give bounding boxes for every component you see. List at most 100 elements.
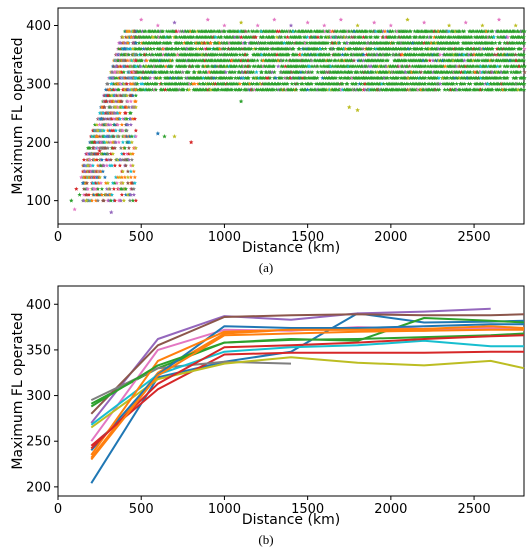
scatter-point (480, 87, 485, 92)
scatter-point (81, 157, 87, 162)
panel-b-x-label: Distance (km) (242, 512, 340, 528)
scatter-point (345, 52, 350, 57)
scatter-point (109, 163, 114, 168)
scatter-point (131, 192, 136, 197)
scatter-point (112, 198, 117, 203)
scatter-point (188, 139, 194, 145)
scatter-point (309, 81, 314, 86)
scatter-point (313, 58, 318, 63)
scatter-point (522, 81, 527, 86)
scatter-point (445, 75, 450, 80)
scatter-point (324, 75, 329, 80)
scatter-point (457, 29, 462, 34)
scatter-point (100, 169, 105, 174)
scatter-point (512, 29, 517, 34)
scatter-point (174, 64, 179, 69)
scatter-point (415, 75, 420, 80)
scatter-point (123, 163, 128, 168)
scatter-point (479, 29, 485, 34)
scatter-point (122, 40, 127, 45)
scatter-point (168, 34, 173, 39)
panel-a-y-ticks: 100 200 300 400 (26, 19, 58, 209)
scatter-point (162, 34, 167, 39)
scatter-point (121, 198, 126, 203)
panel-a-x-tick-label: 2500 (458, 230, 491, 245)
scatter-point (521, 87, 527, 92)
scatter-point (354, 81, 359, 86)
scatter-point (79, 175, 84, 180)
panel-a-x-tick-label: 1500 (291, 230, 324, 245)
scatter-point (505, 58, 510, 63)
scatter-point (174, 29, 179, 34)
scatter-point (323, 46, 328, 51)
scatter-point (105, 93, 111, 98)
scatter-point (438, 58, 443, 63)
scatter-point (150, 81, 155, 86)
series-line-13 (90, 332, 525, 408)
scatter-point (104, 163, 109, 168)
scatter-point (133, 198, 138, 203)
scatter-point (222, 75, 227, 80)
scatter-point (225, 58, 230, 63)
scatter-point (120, 180, 125, 185)
scatter-point (237, 52, 243, 57)
scatter-point (195, 29, 200, 34)
scatter-point (130, 93, 135, 98)
scatter-point (162, 134, 167, 139)
scatter-point (290, 40, 295, 45)
scatter-point (131, 186, 136, 191)
scatter-point (405, 81, 411, 86)
scatter-point (337, 52, 343, 57)
scatter-point (274, 34, 280, 39)
scatter-point (246, 58, 251, 63)
scatter-point (131, 169, 136, 174)
scatter-point (362, 40, 368, 45)
scatter-point (124, 151, 129, 156)
scatter-point (192, 69, 197, 75)
scatter-point (129, 58, 134, 63)
scatter-point (366, 64, 371, 69)
scatter-point (123, 58, 128, 63)
scatter-point (366, 75, 371, 80)
scatter-point (361, 52, 366, 57)
panel-b-x-tick-label: 500 (129, 502, 154, 517)
scatter-point (130, 180, 135, 185)
scatter-point (273, 75, 278, 80)
scatter-point (289, 34, 295, 39)
scatter-point (246, 29, 251, 34)
panel-b-lines (90, 307, 525, 484)
scatter-point (174, 69, 179, 75)
scatter-point (110, 75, 116, 80)
scatter-point (495, 87, 500, 92)
scatter-point (123, 192, 128, 197)
scatter-point (128, 122, 133, 127)
scatter-point (267, 34, 272, 39)
scatter-point (415, 46, 420, 51)
scatter-point (166, 52, 172, 57)
scatter-point (428, 34, 434, 39)
scatter-point (89, 151, 94, 156)
scatter-point (353, 64, 358, 69)
scatter-point (515, 69, 521, 75)
scatter-point (423, 75, 428, 80)
panel-b-y-ticks: 200 250 300 350 400 (26, 298, 58, 495)
scatter-point (511, 34, 516, 39)
scatter-point (495, 64, 500, 69)
scatter-point (384, 64, 389, 69)
scatter-point (408, 29, 413, 34)
scatter-point (505, 34, 510, 39)
scatter-point (480, 23, 485, 28)
scatter-point (98, 180, 103, 185)
scatter-point (125, 169, 130, 174)
scatter-point (358, 87, 364, 92)
scatter-point (263, 46, 268, 51)
scatter-point (113, 128, 118, 133)
scatter-point (128, 192, 133, 197)
scatter-point (162, 58, 167, 63)
series-line-9 (90, 356, 525, 429)
scatter-point (234, 87, 239, 92)
scatter-point (135, 81, 140, 86)
scatter-point (267, 52, 272, 57)
scatter-point (423, 64, 428, 69)
scatter-point (333, 75, 339, 80)
